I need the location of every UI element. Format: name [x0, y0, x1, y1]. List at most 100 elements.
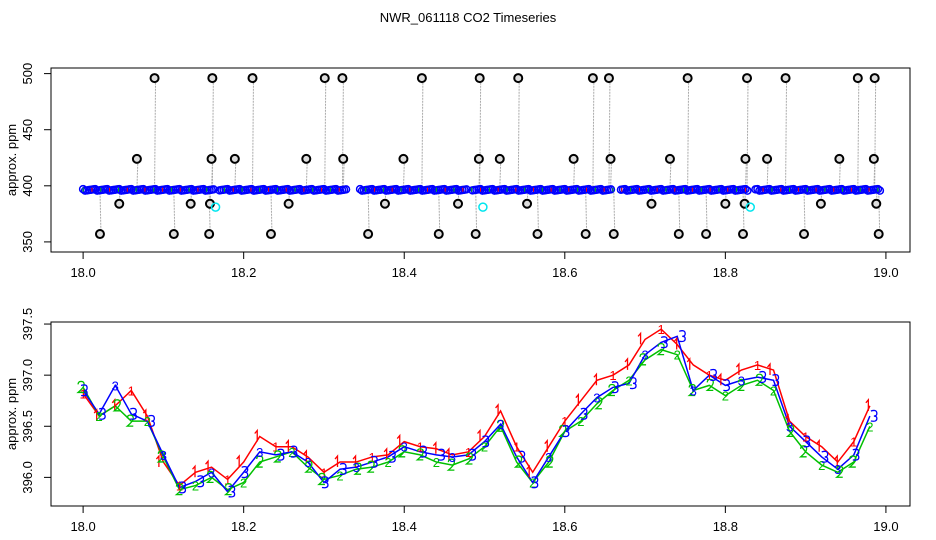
series-3-point [438, 448, 445, 461]
series-2-point [415, 448, 424, 461]
spike-connector [234, 158, 237, 190]
series-2-line [82, 348, 871, 491]
series-1-point [673, 336, 678, 350]
series-1-point [637, 331, 642, 345]
baseline-point [765, 184, 774, 194]
series-2-point [544, 455, 554, 468]
series-3-point [723, 379, 731, 392]
baseline-point [403, 184, 413, 194]
series-3-point [518, 450, 526, 463]
series-2-point [687, 383, 696, 397]
series-3-point-label: 3 [641, 348, 648, 363]
series-3-point [130, 407, 137, 420]
series-1-point-label: 1 [513, 440, 520, 455]
spike-connector [526, 189, 529, 204]
series-2-point [125, 414, 134, 427]
baseline-point [560, 184, 570, 194]
spike-point [398, 153, 409, 164]
series-2-point [353, 462, 362, 475]
spike-point [131, 153, 142, 164]
series-3-point [241, 466, 249, 479]
series-1-point [686, 357, 691, 370]
baseline-point [102, 184, 112, 194]
baseline-point [741, 184, 750, 194]
spike-connector [136, 158, 139, 190]
baseline-point [584, 184, 594, 194]
spike-point [416, 73, 427, 84]
spike-point [363, 229, 374, 240]
smoothed-timeseries-panel: 18.0 18.2 18.4 18.6 18.8 19.0 396.0 396.5 397.0 3… [4, 308, 911, 534]
spike-connector [874, 78, 877, 190]
spike-connector [592, 78, 595, 190]
series-3-point [228, 485, 236, 498]
spike-point [587, 73, 598, 84]
y-tick-label: 400 [20, 175, 35, 197]
baseline-point [668, 184, 678, 194]
baseline-point [524, 184, 533, 194]
series-3-point [469, 448, 477, 461]
spike-connector [785, 78, 788, 190]
series-2-point-label: 2 [577, 414, 584, 429]
x-tick-label: 19.0 [873, 265, 898, 280]
series-1-point [303, 449, 308, 462]
baseline-point [644, 184, 654, 194]
series-1-point [236, 454, 240, 468]
spike-connector [705, 189, 708, 235]
baseline-point [500, 184, 509, 194]
spike-point [319, 73, 330, 84]
baseline-point [379, 184, 389, 194]
raw-timeseries-panel: 18.0 18.2 18.4 18.6 18.8 19.0 350 400 450 500 appr… [4, 63, 911, 280]
series-1-point-label: 1 [369, 450, 376, 465]
spike-point [513, 73, 524, 84]
series-3-point [821, 450, 829, 463]
spike-connector [457, 189, 460, 204]
baseline-point [536, 184, 545, 194]
series-1-point [593, 372, 598, 386]
series-1-point [834, 454, 838, 468]
series-2-point [848, 455, 857, 468]
series-2-point [304, 460, 313, 473]
spike-point [780, 73, 791, 84]
series-2-point-label: 2 [625, 373, 632, 388]
spike-connector [475, 189, 478, 235]
series-1-line [82, 328, 871, 487]
baseline-point [139, 184, 148, 194]
spike-connector [118, 189, 121, 204]
series-3-point [339, 462, 347, 476]
series-2-point [736, 378, 746, 392]
x-tick-label: 18.4 [392, 519, 417, 534]
series-3-point-label: 3 [545, 450, 552, 465]
spike-connector [99, 189, 102, 235]
spike-point [740, 153, 751, 164]
baseline-point [801, 184, 810, 194]
series-1-point [816, 438, 820, 452]
baseline-point [452, 184, 461, 194]
y-tick-label: 397.0 [20, 359, 35, 392]
series-3-point [197, 475, 205, 488]
spike-point [608, 229, 619, 240]
spike-connector [190, 189, 193, 204]
series-3-point [611, 381, 619, 394]
baseline-point [114, 184, 124, 194]
y-tick-label: 397.5 [20, 308, 35, 341]
series-2-point-label: 2 [722, 389, 729, 404]
spike-connector [252, 78, 255, 190]
series-3-point-label: 3 [208, 465, 215, 480]
baseline-point [825, 184, 834, 194]
series-2-point [798, 445, 808, 458]
spike-point [433, 229, 444, 240]
x-tick-label: 18.6 [552, 265, 577, 280]
spike-point [522, 198, 533, 209]
series-2-point-label: 2 [96, 409, 103, 424]
spike-connector [742, 189, 745, 235]
series-3-point-label: 3 [738, 373, 745, 388]
spike-point [185, 198, 196, 209]
series-1-point [717, 372, 722, 386]
spike-connector [724, 189, 727, 204]
series-3-point [482, 435, 490, 448]
series-1-point [865, 398, 870, 411]
spike-point [720, 198, 731, 209]
series-3-point [759, 370, 767, 384]
series-2-point-label: 2 [192, 479, 199, 494]
baseline-point [476, 184, 485, 194]
